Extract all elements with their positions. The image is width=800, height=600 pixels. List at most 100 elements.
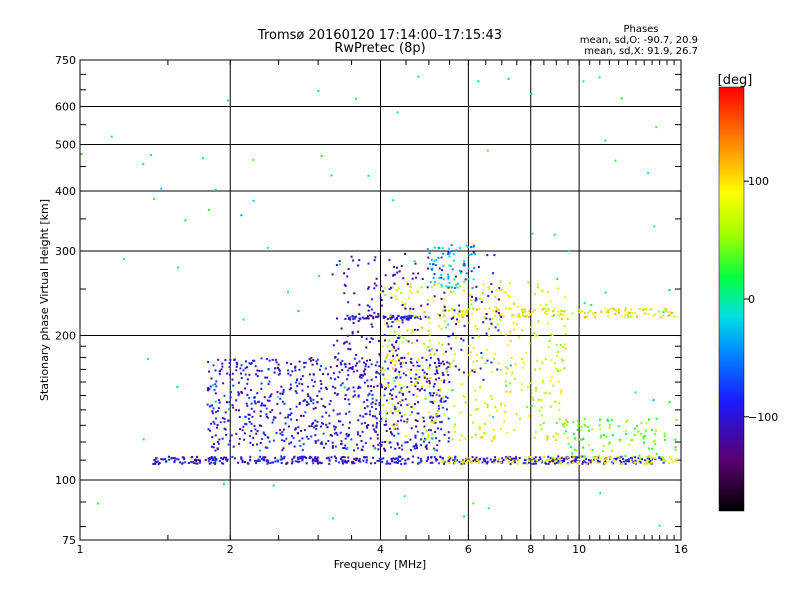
data-point — [245, 423, 248, 426]
data-point — [228, 401, 231, 404]
data-point — [642, 309, 645, 311]
data-point — [534, 460, 537, 463]
data-point — [652, 314, 655, 317]
data-point — [431, 394, 434, 397]
data-point — [624, 309, 627, 312]
data-point — [471, 286, 474, 289]
data-point — [423, 371, 426, 374]
data-point — [510, 357, 513, 360]
data-point — [578, 422, 581, 425]
data-point — [353, 292, 356, 295]
data-point — [434, 421, 437, 424]
data-point — [317, 462, 320, 465]
data-point — [256, 392, 259, 395]
data-point — [591, 312, 594, 315]
data-point — [426, 377, 429, 380]
data-point — [580, 426, 583, 428]
data-point — [208, 388, 211, 391]
data-point — [421, 432, 424, 435]
data-point — [410, 449, 412, 452]
data-point — [239, 428, 242, 430]
data-point — [463, 260, 466, 263]
data-point — [576, 428, 579, 431]
data-point — [482, 321, 485, 324]
data-point — [416, 328, 419, 331]
data-point — [380, 299, 383, 301]
data-point — [320, 441, 323, 444]
data-point — [359, 434, 362, 437]
data-point — [417, 75, 420, 78]
data-point — [442, 352, 445, 355]
data-point — [376, 384, 379, 387]
data-point — [154, 462, 157, 465]
data-point — [371, 401, 374, 404]
data-point — [339, 431, 342, 434]
data-point — [343, 292, 346, 295]
data-point — [628, 460, 630, 463]
data-point — [443, 400, 446, 403]
data-point — [408, 316, 411, 319]
x-tick-label: 1 — [77, 543, 84, 556]
data-point — [484, 460, 487, 463]
data-point — [392, 388, 395, 391]
data-point — [624, 316, 627, 319]
data-point — [154, 461, 157, 464]
data-point — [415, 444, 418, 447]
data-point — [488, 307, 491, 310]
data-point — [352, 395, 355, 398]
data-point — [454, 430, 456, 433]
data-point — [546, 438, 549, 441]
data-point — [531, 232, 534, 235]
data-point — [395, 423, 398, 426]
data-point — [274, 416, 277, 419]
data-point — [400, 387, 403, 390]
data-point — [400, 389, 402, 391]
data-point — [362, 445, 365, 448]
data-point — [320, 461, 323, 464]
data-point — [392, 457, 395, 460]
data-point — [484, 432, 487, 435]
data-point — [670, 311, 673, 314]
data-point — [357, 419, 360, 422]
data-point — [458, 304, 461, 307]
y-tick-label: 300 — [55, 245, 76, 258]
data-point — [391, 343, 394, 346]
data-point — [226, 99, 229, 102]
data-point — [387, 381, 390, 384]
data-point — [407, 352, 409, 355]
data-point — [328, 422, 331, 425]
data-point — [261, 438, 264, 440]
data-point — [478, 297, 481, 300]
data-point — [464, 437, 467, 440]
data-point — [440, 362, 443, 365]
data-point — [465, 460, 468, 463]
data-point — [256, 369, 259, 372]
data-point — [432, 392, 435, 395]
data-point — [548, 392, 551, 395]
data-point — [490, 283, 493, 286]
data-point — [493, 254, 496, 257]
data-point — [432, 385, 435, 388]
data-point — [358, 458, 361, 461]
data-point — [384, 274, 387, 277]
data-point — [266, 399, 269, 402]
data-point — [475, 297, 478, 300]
data-point — [477, 426, 480, 428]
data-point — [441, 457, 444, 460]
data-point — [400, 463, 403, 465]
data-point — [428, 385, 431, 388]
data-point — [546, 435, 549, 438]
data-point — [437, 282, 440, 285]
data-point — [392, 352, 395, 355]
data-point — [633, 427, 636, 430]
data-point — [496, 409, 499, 412]
data-point — [444, 309, 447, 312]
data-point — [327, 440, 330, 442]
data-point — [499, 461, 502, 464]
data-point — [435, 258, 437, 261]
data-point — [668, 401, 671, 404]
data-point — [329, 400, 332, 402]
data-point — [604, 461, 607, 464]
data-point — [307, 402, 310, 405]
data-point — [598, 454, 601, 457]
